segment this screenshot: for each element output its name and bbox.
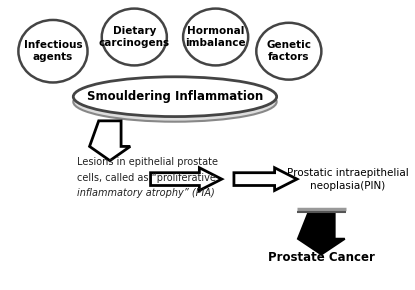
Polygon shape: [90, 121, 130, 161]
Text: Prostatic intraepithelial
neoplasia(PIN): Prostatic intraepithelial neoplasia(PIN): [287, 168, 409, 191]
Ellipse shape: [73, 77, 277, 117]
Text: inflammatory atrophy” (PIA): inflammatory atrophy” (PIA): [77, 188, 215, 198]
Text: Hormonal
imbalance: Hormonal imbalance: [186, 26, 246, 48]
Ellipse shape: [256, 23, 321, 80]
Ellipse shape: [18, 20, 88, 82]
Ellipse shape: [102, 9, 167, 66]
Text: cells, called as “proliferative: cells, called as “proliferative: [77, 173, 216, 183]
Text: Lesions in epithelial prostate: Lesions in epithelial prostate: [77, 157, 218, 167]
Text: Prostate Cancer: Prostate Cancer: [268, 251, 375, 264]
Text: Smouldering Inflammation: Smouldering Inflammation: [87, 90, 263, 103]
Polygon shape: [151, 168, 222, 191]
Ellipse shape: [73, 82, 277, 122]
Text: Infectious
agents: Infectious agents: [24, 40, 82, 62]
Polygon shape: [298, 213, 345, 254]
Ellipse shape: [183, 9, 248, 66]
Polygon shape: [234, 168, 297, 191]
Text: Dietary
carcinogens: Dietary carcinogens: [99, 26, 170, 48]
Text: Genetic
factors: Genetic factors: [266, 40, 311, 62]
